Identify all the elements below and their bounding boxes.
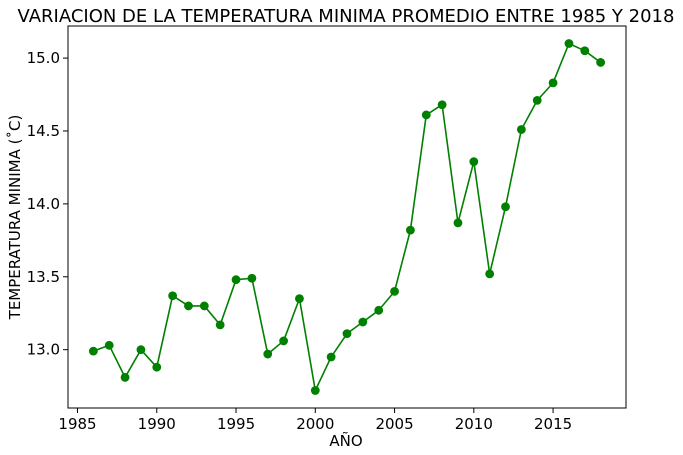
- data-point: [247, 273, 257, 283]
- data-point: [374, 305, 384, 315]
- chart-title: VARIACION DE LA TEMPERATURA MINIMA PROME…: [18, 6, 675, 27]
- data-point: [263, 349, 273, 359]
- data-point: [326, 352, 336, 362]
- data-point: [548, 78, 558, 88]
- data-point: [136, 345, 146, 355]
- data-point: [453, 218, 463, 228]
- plot-frame: [67, 25, 627, 409]
- data-point: [390, 286, 399, 296]
- data-point: [516, 125, 526, 134]
- data-point: [231, 275, 241, 285]
- x-tick-label: 2000: [296, 415, 334, 433]
- data-point: [342, 329, 352, 339]
- axes: 1985 1990 1995 2000 2005 2010 2015 13.0 13.5 14.0…: [27, 49, 573, 433]
- data-point: [168, 291, 178, 301]
- data-point: [358, 317, 368, 327]
- data-point: [184, 301, 193, 311]
- x-tick-label: 1985: [58, 415, 96, 433]
- data-point: [501, 202, 510, 212]
- data-point: [152, 362, 162, 372]
- x-axis-label: AÑO: [329, 431, 362, 450]
- data-point: [469, 157, 479, 166]
- series-layer: [88, 39, 606, 395]
- data-point: [596, 58, 606, 67]
- x-tick-label: 2005: [375, 415, 413, 433]
- data-point: [421, 110, 431, 120]
- y-tick-label: 13.5: [27, 268, 60, 286]
- data-point: [295, 294, 304, 304]
- data-point: [310, 386, 320, 395]
- x-tick-label: 1990: [138, 415, 176, 433]
- y-axis-label: TEMPERATURA MINIMA (˚C): [6, 115, 24, 321]
- data-point: [104, 340, 114, 350]
- y-tick-label: 13.0: [27, 341, 60, 359]
- y-tick-label: 14.0: [27, 195, 60, 213]
- data-point: [406, 225, 415, 235]
- data-point: [279, 336, 288, 346]
- x-tick-label: 2010: [455, 415, 493, 433]
- data-point: [580, 46, 590, 56]
- data-point: [120, 372, 130, 382]
- x-tick-label: 1995: [217, 415, 255, 433]
- x-tick-label: 2015: [534, 415, 572, 433]
- data-point: [437, 100, 447, 110]
- y-tick-label: 15.0: [27, 49, 60, 67]
- data-point: [199, 301, 209, 311]
- plot-area: [67, 25, 627, 409]
- data-point: [564, 39, 574, 48]
- data-point: [485, 269, 495, 279]
- data-point: [532, 95, 542, 105]
- data-point: [215, 320, 225, 330]
- y-tick-label: 14.5: [27, 122, 60, 140]
- data-point: [88, 346, 98, 356]
